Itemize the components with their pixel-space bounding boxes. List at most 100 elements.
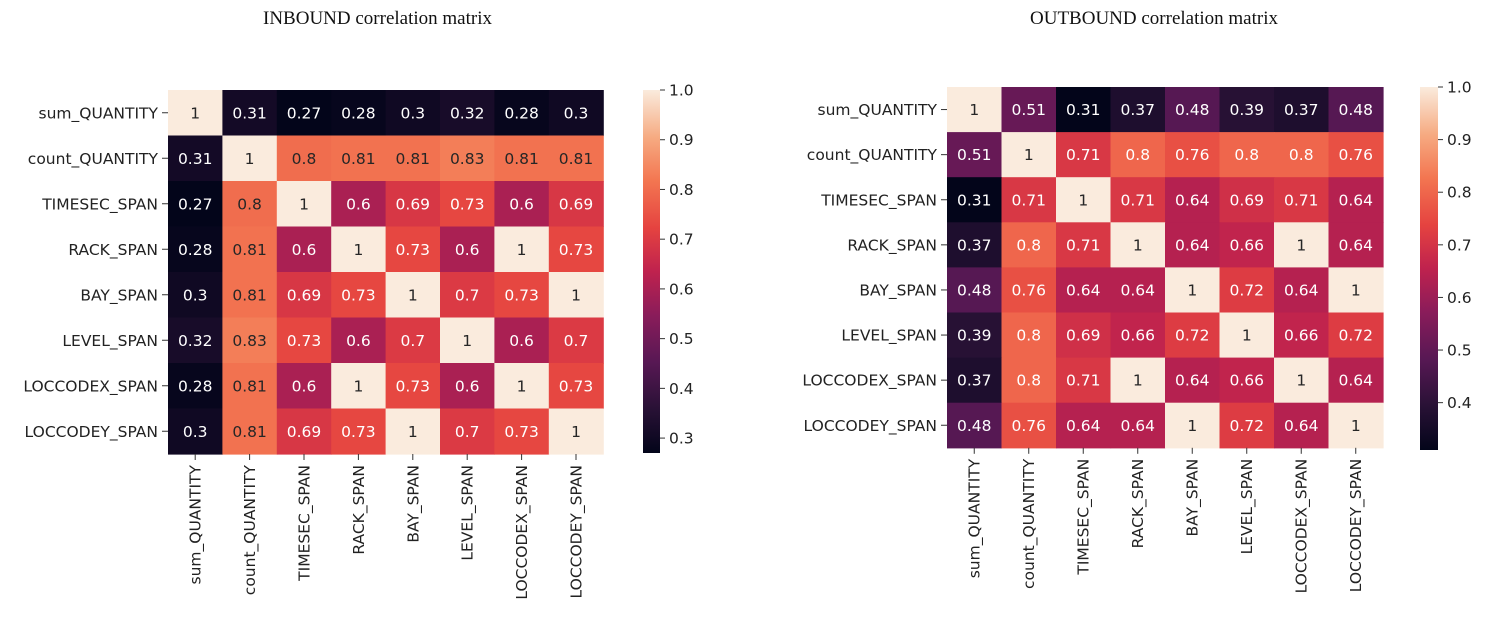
heatmap-cell bbox=[1328, 312, 1384, 359]
cell-value-label: 1 bbox=[245, 150, 255, 168]
heatmap-cell bbox=[1328, 87, 1384, 133]
cell-value-label: 0.73 bbox=[396, 377, 431, 395]
heatmap-cell bbox=[1001, 402, 1057, 449]
y-tick-label: RACK_SPAN bbox=[847, 236, 937, 255]
cell-value-label: 1 bbox=[1296, 236, 1306, 254]
heatmap-cell bbox=[222, 363, 278, 410]
cell-value-label: 0.48 bbox=[1338, 101, 1373, 119]
cell-value-label: 0.71 bbox=[1066, 236, 1101, 254]
cell-value-label: 0.73 bbox=[341, 286, 376, 304]
cell-value-label: 0.8 bbox=[1016, 372, 1041, 390]
heatmap-cell bbox=[222, 226, 278, 273]
cell-value-label: 0.81 bbox=[232, 377, 267, 395]
cell-value-label: 0.31 bbox=[178, 150, 213, 168]
y-tick-label: LEVEL_SPAN bbox=[62, 332, 158, 351]
cell-value-label: 0.73 bbox=[396, 241, 431, 259]
cell-value-label: 0.76 bbox=[1338, 146, 1373, 164]
heatmap-cell bbox=[222, 317, 278, 364]
y-tick-label: TIMESEC_SPAN bbox=[820, 191, 937, 210]
heatmap-cell bbox=[1056, 267, 1112, 314]
cell-value-label: 0.3 bbox=[183, 286, 208, 304]
cell-value-label: 0.27 bbox=[287, 104, 322, 122]
heatmap-cell bbox=[548, 317, 604, 364]
cell-value-label: 1 bbox=[408, 286, 418, 304]
cell-value-label: 0.3 bbox=[183, 423, 208, 441]
heatmap-cell bbox=[1110, 312, 1166, 359]
y-tick-label: LOCCODEX_SPAN bbox=[23, 377, 158, 396]
cell-value-label: 0.8 bbox=[1125, 146, 1150, 164]
cell-value-label: 0.64 bbox=[1338, 236, 1373, 254]
cell-value-label: 0.64 bbox=[1120, 417, 1155, 435]
cell-value-label: 1 bbox=[517, 241, 527, 259]
heatmap-cell bbox=[440, 181, 495, 228]
cell-value-label: 0.8 bbox=[1234, 146, 1259, 164]
cell-value-label: 0.6 bbox=[455, 377, 480, 395]
heatmap-cell bbox=[494, 90, 550, 137]
colorbar-tick-label: 1.0 bbox=[1447, 79, 1472, 97]
heatmap-cell bbox=[1001, 222, 1057, 268]
cell-value-label: 0.69 bbox=[396, 195, 431, 213]
heatmap-cell bbox=[1001, 312, 1057, 359]
heatmap-cell bbox=[385, 272, 441, 319]
cell-value-label: 1 bbox=[190, 104, 200, 122]
cell-value-label: 0.71 bbox=[1120, 191, 1155, 209]
x-tick-label: BAY_SPAN bbox=[1184, 459, 1203, 537]
heatmap-cell bbox=[1056, 87, 1112, 133]
heatmap-cell bbox=[1165, 357, 1221, 404]
heatmap-cell bbox=[1219, 267, 1275, 314]
heatmap-cell bbox=[222, 135, 278, 182]
heatmap-cell bbox=[1274, 402, 1330, 449]
cell-value-label: 0.81 bbox=[504, 150, 539, 168]
heatmap-cell bbox=[548, 90, 604, 137]
cell-value-label: 0.48 bbox=[1175, 101, 1210, 119]
cell-value-label: 0.7 bbox=[400, 332, 425, 350]
heatmap-cell bbox=[440, 272, 495, 319]
heatmap-cell bbox=[168, 317, 223, 364]
cell-value-label: 0.64 bbox=[1338, 191, 1373, 209]
colorbar-tick-label: 0.4 bbox=[669, 380, 694, 398]
x-tick-label: LOCCODEX_SPAN bbox=[513, 465, 532, 600]
y-tick-label: count_QUANTITY bbox=[28, 150, 159, 169]
heatmap-cell bbox=[1328, 177, 1384, 223]
heatmap-cell bbox=[1001, 357, 1057, 404]
heatmap-cell bbox=[1328, 222, 1384, 268]
heatmap-cell bbox=[1165, 132, 1221, 178]
colorbar-tick-label: 0.3 bbox=[669, 430, 694, 448]
heatmap-cell bbox=[1219, 177, 1275, 223]
heatmap-cell bbox=[548, 135, 604, 182]
heatmap-cell bbox=[385, 135, 441, 182]
heatmap-cell bbox=[494, 272, 550, 319]
heatmap-cell bbox=[494, 363, 550, 410]
cell-value-label: 0.39 bbox=[957, 327, 992, 345]
heatmap-cell bbox=[548, 408, 604, 455]
x-tick-label: sum_QUANTITY bbox=[966, 458, 985, 578]
cell-value-label: 0.28 bbox=[504, 104, 539, 122]
y-tick-label: count_QUANTITY bbox=[807, 146, 938, 165]
cell-value-label: 1 bbox=[1242, 327, 1252, 345]
heatmap-cell bbox=[1056, 312, 1112, 359]
cell-value-label: 0.64 bbox=[1066, 417, 1101, 435]
colorbar-tick-label: 0.9 bbox=[669, 131, 694, 149]
cell-value-label: 0.8 bbox=[1016, 236, 1041, 254]
cell-value-label: 0.66 bbox=[1284, 327, 1319, 345]
y-tick-label: BAY_SPAN bbox=[859, 281, 937, 300]
cell-value-label: 1 bbox=[517, 377, 527, 395]
cell-value-label: 0.6 bbox=[509, 195, 534, 213]
colorbar-tick-label: 0.7 bbox=[1447, 236, 1472, 254]
heatmap-cell bbox=[331, 363, 387, 410]
heatmap-cell bbox=[276, 272, 332, 319]
cell-value-label: 1 bbox=[299, 195, 309, 213]
cell-value-label: 0.28 bbox=[178, 241, 213, 259]
heatmap-cell bbox=[168, 408, 223, 455]
cell-value-label: 0.32 bbox=[178, 332, 213, 350]
x-tick-label: RACK_SPAN bbox=[350, 465, 369, 555]
heatmap-cell bbox=[1219, 402, 1275, 449]
heatmap-cell bbox=[385, 181, 441, 228]
cell-value-label: 1 bbox=[571, 286, 581, 304]
heatmap-cell bbox=[331, 90, 387, 137]
heatmap-cell bbox=[1110, 402, 1166, 449]
cell-value-label: 0.8 bbox=[292, 150, 317, 168]
x-tick-label: BAY_SPAN bbox=[404, 465, 423, 543]
cell-value-label: 1 bbox=[969, 101, 979, 119]
heatmap-cell bbox=[1219, 87, 1275, 133]
